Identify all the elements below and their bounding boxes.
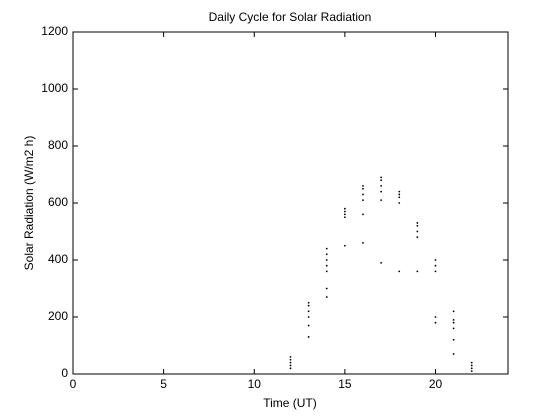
point (470, 364, 473, 367)
x-tick-label: 0 (70, 377, 77, 391)
point (452, 321, 455, 324)
point (325, 259, 328, 261)
point (398, 193, 401, 196)
point (325, 264, 328, 267)
point (452, 310, 455, 313)
point (343, 207, 346, 210)
x-tick-label: 10 (248, 377, 262, 391)
point (398, 190, 401, 193)
point (470, 370, 473, 373)
x-tick-label: 15 (338, 377, 352, 391)
y-tick-label: 1200 (41, 24, 68, 38)
point (434, 316, 437, 318)
point (343, 210, 346, 213)
point (434, 259, 437, 261)
y-tick-label: 600 (48, 195, 68, 209)
y-tick-label: 200 (48, 309, 68, 323)
y-tick-label: 1000 (41, 81, 68, 95)
point (380, 179, 383, 182)
point (380, 185, 383, 187)
point (416, 222, 419, 224)
x-tick-label: 20 (429, 377, 443, 391)
point (398, 196, 401, 199)
point (362, 213, 364, 216)
point (307, 310, 310, 313)
point (362, 199, 364, 202)
point (325, 287, 328, 290)
point (452, 353, 455, 355)
point (307, 301, 310, 304)
y-tick-label: 400 (48, 252, 68, 266)
point (343, 213, 346, 216)
point (307, 336, 310, 338)
point (362, 242, 364, 244)
point (416, 236, 419, 239)
y-tick-label: 800 (48, 138, 68, 152)
y-axis-label: Solar Radiation (W/m2 h) (22, 136, 36, 271)
point (452, 338, 455, 341)
point (289, 356, 292, 358)
point (307, 304, 310, 307)
point (362, 193, 364, 196)
point (416, 224, 419, 227)
x-tick-label: 5 (160, 377, 167, 391)
point (289, 358, 292, 361)
point (470, 367, 473, 370)
plot-frame (72, 31, 509, 375)
point (434, 270, 437, 273)
point (289, 361, 292, 364)
point (434, 321, 437, 324)
point (398, 202, 401, 204)
point (380, 190, 383, 193)
point (380, 199, 383, 202)
point (362, 185, 364, 187)
point (289, 364, 292, 367)
point (380, 261, 383, 264)
chart-title: Daily Cycle for Solar Radiation (209, 10, 372, 24)
point (325, 253, 328, 256)
point (416, 270, 419, 273)
point (362, 187, 364, 190)
point (416, 230, 419, 233)
point (434, 264, 437, 267)
point (307, 316, 310, 318)
point (398, 270, 401, 273)
point (325, 247, 328, 250)
point (325, 270, 328, 273)
x-axis-label: Time (UT) (263, 396, 317, 410)
point (470, 361, 473, 364)
point (343, 216, 346, 219)
point (289, 367, 292, 370)
y-tick-label: 0 (61, 366, 68, 380)
point (452, 318, 455, 321)
point (380, 176, 383, 179)
point (452, 327, 455, 330)
point (343, 244, 346, 247)
point (325, 296, 328, 298)
point (307, 324, 310, 327)
